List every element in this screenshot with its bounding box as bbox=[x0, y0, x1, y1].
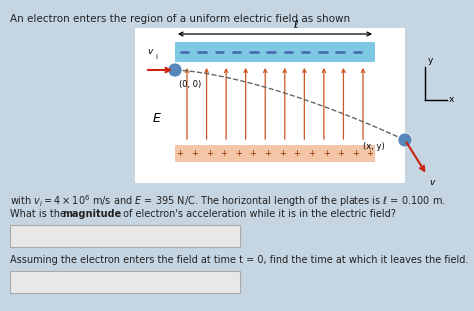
Text: +: + bbox=[366, 149, 374, 158]
Text: of electron's acceleration while it is in the electric field?: of electron's acceleration while it is i… bbox=[120, 209, 396, 219]
Text: +: + bbox=[220, 149, 228, 158]
Text: Assuming the electron enters the field at time t = 0, find the time at which it : Assuming the electron enters the field a… bbox=[10, 255, 468, 265]
Text: i: i bbox=[155, 54, 157, 60]
Text: v: v bbox=[429, 178, 434, 187]
Text: +: + bbox=[308, 149, 315, 158]
Text: ℓ: ℓ bbox=[292, 20, 297, 30]
Text: +: + bbox=[176, 149, 183, 158]
Text: v: v bbox=[147, 47, 152, 56]
Circle shape bbox=[398, 133, 412, 147]
Text: E: E bbox=[153, 112, 161, 125]
Text: What is the: What is the bbox=[10, 209, 69, 219]
Bar bbox=[10, 271, 240, 293]
Text: +: + bbox=[293, 149, 301, 158]
Text: +: + bbox=[235, 149, 242, 158]
Text: (0, 0): (0, 0) bbox=[179, 80, 201, 89]
Text: with $v_i = 4 \times 10^6$ m/s and $E$ = 395 N/C. The horizontal length of the p: with $v_i = 4 \times 10^6$ m/s and $E$ =… bbox=[10, 193, 446, 209]
Text: +: + bbox=[264, 149, 271, 158]
Text: y: y bbox=[428, 56, 433, 65]
Text: x: x bbox=[449, 95, 455, 104]
Text: magnitude: magnitude bbox=[62, 209, 121, 219]
Bar bbox=[175, 42, 375, 62]
Text: +: + bbox=[191, 149, 198, 158]
Bar bbox=[10, 225, 240, 247]
Text: +: + bbox=[337, 149, 344, 158]
Text: (x, y): (x, y) bbox=[363, 142, 385, 151]
Circle shape bbox=[168, 63, 182, 77]
Bar bbox=[135, 28, 405, 183]
Text: An electron enters the region of a uniform electric field as shown: An electron enters the region of a unifo… bbox=[10, 14, 350, 24]
Bar bbox=[175, 145, 375, 162]
Text: +: + bbox=[352, 149, 359, 158]
Text: +: + bbox=[250, 149, 256, 158]
Text: +: + bbox=[206, 149, 213, 158]
Text: +: + bbox=[279, 149, 286, 158]
Text: +: + bbox=[323, 149, 329, 158]
